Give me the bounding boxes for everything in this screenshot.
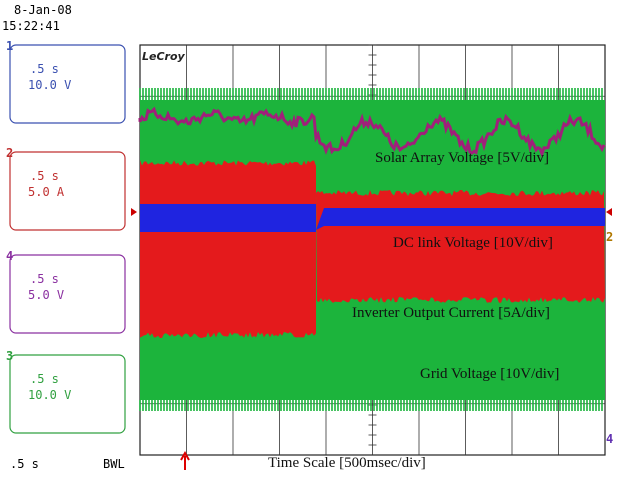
- channel-timebase: .5 s: [30, 169, 59, 183]
- channel-number: 2: [6, 146, 13, 160]
- annotation: Solar Array Voltage [5V/div]: [375, 150, 549, 166]
- marker: 2: [606, 230, 613, 244]
- footer-timebase: .5 s: [10, 457, 39, 471]
- time: 15:22:41: [2, 19, 60, 33]
- marker: 4: [606, 432, 613, 446]
- annotation: Grid Voltage [10V/div]: [420, 366, 559, 382]
- time-scale: Time Scale [500msec/div]: [268, 455, 426, 471]
- footer-bwl: BWL: [103, 457, 125, 471]
- channel-timebase: .5 s: [30, 62, 59, 76]
- brand: LeCroy: [142, 50, 186, 63]
- channel-scale: 10.0 V: [28, 78, 71, 92]
- annotation: Inverter Output Current [5A/div]: [352, 305, 550, 321]
- dc-link-trace: [140, 204, 316, 232]
- channel-number: 3: [6, 349, 13, 363]
- channel-timebase: .5 s: [30, 372, 59, 386]
- date: 8-Jan-08: [14, 3, 72, 17]
- channel-timebase: .5 s: [30, 272, 59, 286]
- scope-screenshot: 8-Jan-08 15:22:41 1 .5 s 10.0 V 2 .5 s 5.0 A 4…: [0, 0, 620, 477]
- inverter-current-trace: [140, 160, 316, 338]
- channel-scale: 10.0 V: [28, 388, 71, 402]
- channel-number: 1: [6, 39, 13, 53]
- annotation: DC link Voltage [10V/div]: [393, 235, 553, 251]
- channel-scale: 5.0 V: [28, 288, 64, 302]
- channel-number: 4: [6, 249, 13, 263]
- channel-scale: 5.0 A: [28, 185, 65, 199]
